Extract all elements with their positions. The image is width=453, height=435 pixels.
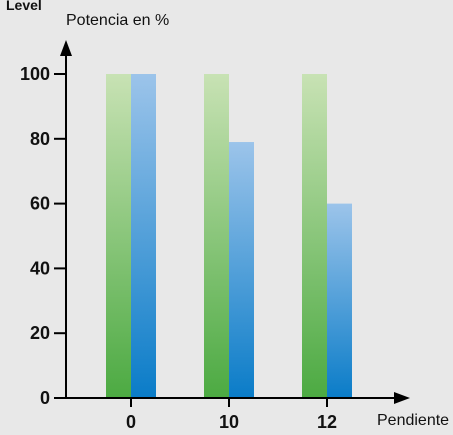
y-tick-label: 20 (30, 323, 50, 343)
x-tick-label: 12 (317, 412, 337, 432)
y-tick-group: 0 20 40 60 80 100 (20, 64, 66, 408)
bar-series-2-0 (131, 74, 156, 398)
y-tick-label: 40 (30, 258, 50, 278)
bar-series-1-12 (302, 74, 327, 398)
x-tick-label: 0 (126, 412, 136, 432)
x-axis-title: Pendiente (377, 412, 449, 429)
y-tick-label: 0 (40, 388, 50, 408)
y-axis-arrow (60, 40, 72, 56)
bars-layer (106, 74, 352, 398)
bar-series-2-12 (327, 203, 352, 398)
x-axis-arrow (394, 392, 410, 404)
bar-series-1-10 (204, 74, 229, 398)
y-tick-label: 100 (20, 64, 50, 84)
bar-series-1-0 (106, 74, 131, 398)
chart-title: Level (6, 0, 42, 13)
bar-series-2-10 (229, 142, 254, 398)
x-tick-label: 10 (219, 412, 239, 432)
x-tick-group: 0 10 12 (126, 398, 337, 432)
y-tick-label: 80 (30, 129, 50, 149)
y-axis-title: Potencia en % (66, 12, 169, 29)
y-tick-label: 60 (30, 194, 50, 214)
